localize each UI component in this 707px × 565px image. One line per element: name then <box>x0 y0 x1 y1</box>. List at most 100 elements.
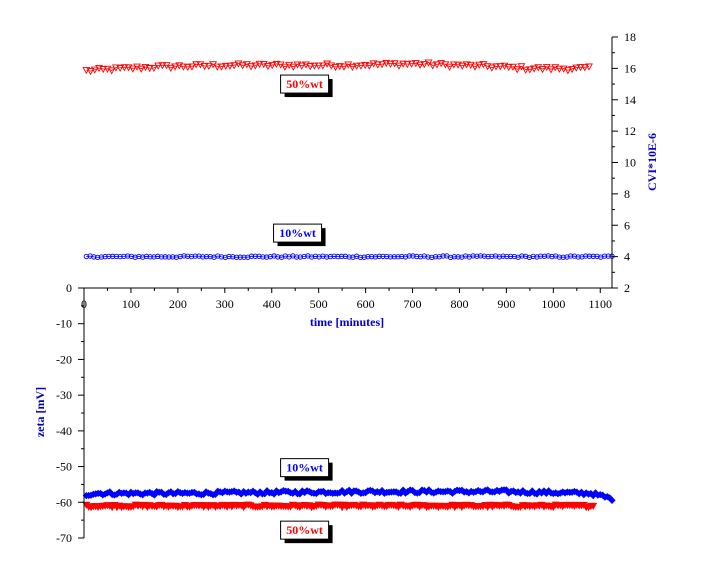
data-point <box>414 253 420 260</box>
data-point <box>417 254 424 260</box>
data-point <box>571 253 578 259</box>
data-point <box>521 66 530 74</box>
data-point <box>121 253 127 260</box>
data-point <box>196 253 202 259</box>
data-point <box>248 253 255 259</box>
data-point <box>312 253 319 259</box>
y-tick-label: 10 <box>624 156 636 170</box>
data-point <box>109 253 116 259</box>
data-point <box>91 254 97 260</box>
y-tick-label: 0 <box>66 281 72 295</box>
data-point <box>580 64 589 72</box>
data-point <box>280 63 289 71</box>
x-tick-label: 500 <box>310 297 328 311</box>
data-point <box>387 254 394 260</box>
data-point <box>120 64 129 72</box>
data-point <box>421 253 427 259</box>
data-point <box>98 254 105 260</box>
data-point <box>90 66 99 74</box>
data-point <box>213 63 222 71</box>
data-point <box>136 253 142 260</box>
data-point <box>352 62 361 70</box>
data-point <box>563 67 572 75</box>
y-tick-label: -30 <box>56 388 72 402</box>
data-point <box>474 253 480 259</box>
data-point <box>492 253 499 259</box>
data-point <box>348 63 357 71</box>
data-point <box>601 253 608 259</box>
data-point <box>496 254 503 260</box>
data-point <box>399 60 408 68</box>
data-point <box>200 254 206 260</box>
data-point <box>357 254 364 261</box>
data-point <box>340 63 348 71</box>
data-point <box>140 254 146 260</box>
data-point <box>187 63 196 71</box>
data-point <box>504 64 513 72</box>
data-point <box>579 254 585 260</box>
data-point <box>594 253 600 259</box>
data-point <box>230 254 236 260</box>
y-tick-label: 4 <box>624 250 630 264</box>
y-tick-label: 12 <box>624 124 636 138</box>
data-point <box>128 65 137 73</box>
data-point <box>83 253 89 260</box>
data-point <box>402 254 409 260</box>
data-point <box>183 63 192 72</box>
x-tick-label: 900 <box>497 297 515 311</box>
x-tick-label: 300 <box>216 297 234 311</box>
data-point <box>222 254 228 261</box>
label-text: 10%wt <box>279 226 316 240</box>
data-point <box>568 66 577 74</box>
data-point <box>217 63 226 71</box>
data-point <box>507 253 514 260</box>
data-point <box>230 62 239 70</box>
data-point <box>170 254 176 260</box>
data-point <box>145 65 154 73</box>
data-point <box>586 253 593 259</box>
data-point <box>335 253 341 260</box>
data-point <box>513 66 522 74</box>
y-tick-label: -70 <box>56 531 72 545</box>
x-tick-label: 800 <box>450 297 468 311</box>
data-point <box>346 254 352 260</box>
data-point <box>432 254 439 260</box>
data-point <box>525 66 534 74</box>
data-point <box>297 254 304 260</box>
data-point <box>166 64 175 73</box>
data-point <box>489 253 495 260</box>
data-point <box>132 254 138 260</box>
data-point <box>504 253 510 260</box>
data-point <box>238 62 247 70</box>
data-point <box>428 62 437 70</box>
data-point <box>149 64 158 73</box>
data-point <box>376 253 382 259</box>
y-tick-label: 14 <box>624 93 636 107</box>
data-point <box>481 253 487 259</box>
data-point <box>116 64 125 73</box>
data-point <box>455 254 461 260</box>
data-point <box>485 254 491 260</box>
data-point <box>94 254 101 261</box>
data-point <box>318 62 327 70</box>
data-point <box>111 64 120 72</box>
data-point <box>275 254 281 260</box>
x-tick-label: 600 <box>357 297 375 311</box>
data-point <box>87 253 93 259</box>
y-tick-label: 2 <box>624 281 630 295</box>
data-point <box>391 254 397 260</box>
data-point <box>382 59 391 68</box>
data-point <box>555 65 564 73</box>
data-point <box>590 253 596 259</box>
data-point <box>361 254 367 260</box>
data-point <box>188 253 195 260</box>
data-point <box>432 61 441 69</box>
label-box <box>280 520 330 540</box>
data-point <box>171 63 180 71</box>
data-point <box>256 253 262 259</box>
data-point <box>530 65 539 73</box>
data-point <box>86 68 95 76</box>
data-point <box>576 64 585 72</box>
data-point <box>517 63 526 71</box>
